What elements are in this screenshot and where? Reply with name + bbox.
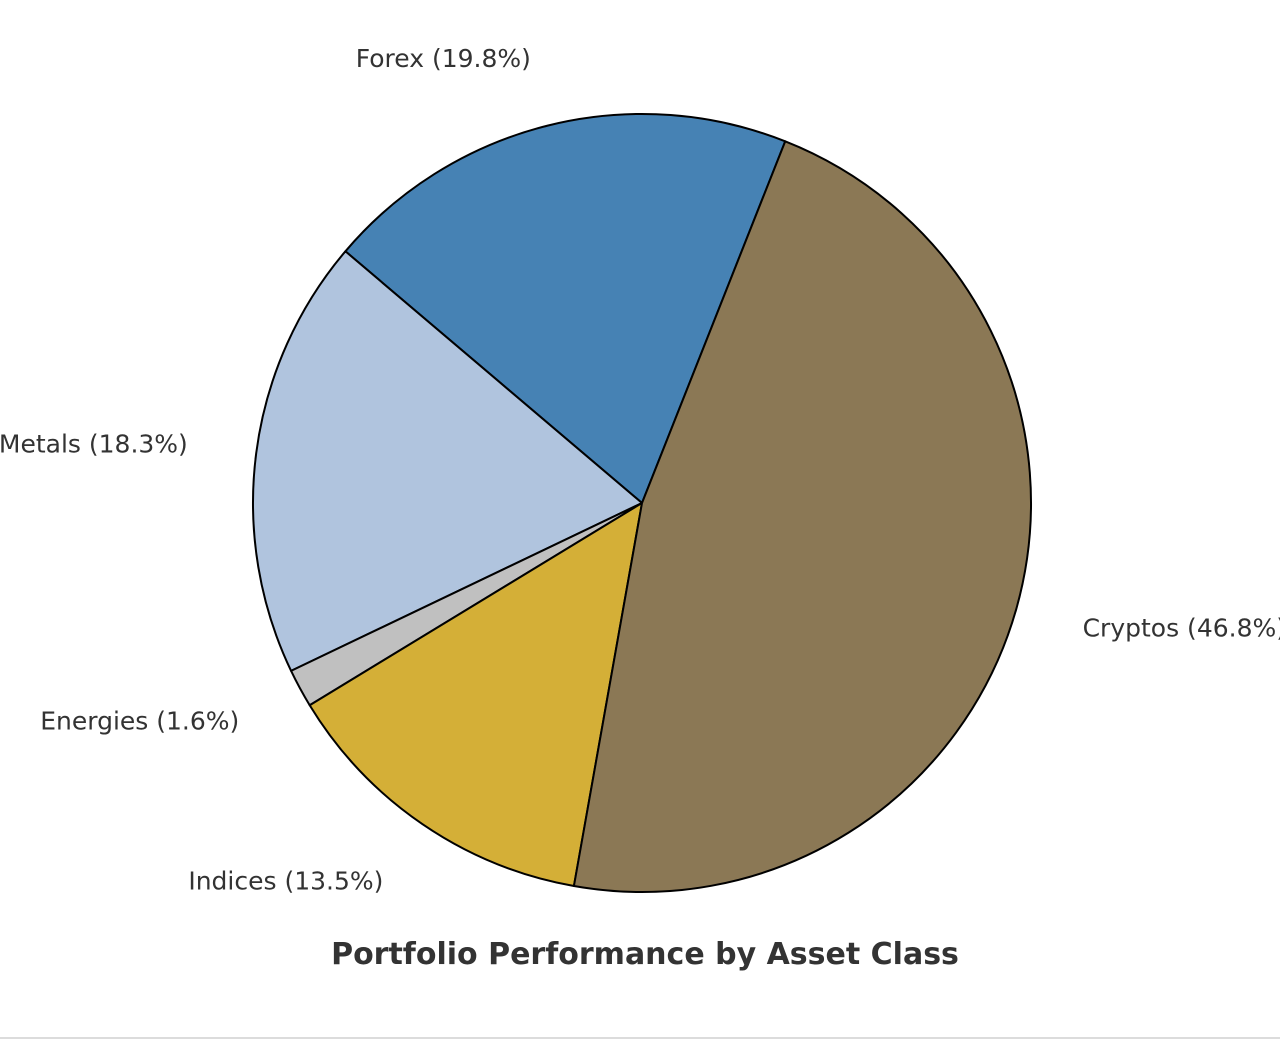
pie-labels: Forex (19.8%) Metals (18.3%) Energies (1.6… [0, 44, 1280, 895]
pie-slice-cryptos [572, 140, 1032, 893]
pie-slice-metals [252, 250, 643, 672]
pie-slices [252, 113, 1032, 893]
slice-label-indices: Indices (13.5%) [188, 867, 383, 896]
pie-slice-indices [308, 502, 643, 887]
chart-title: Portfolio Performance by Asset Class [331, 937, 959, 972]
slice-label-cryptos: Cryptos (46.8%) [1083, 614, 1280, 643]
slice-label-metals: Metals (18.3%) [0, 430, 188, 459]
slice-label-energies: Energies (1.6%) [40, 707, 239, 736]
bottom-divider [0, 1037, 1280, 1039]
slice-label-forex: Forex (19.8%) [356, 44, 531, 73]
pie-slice-forex [344, 113, 787, 504]
